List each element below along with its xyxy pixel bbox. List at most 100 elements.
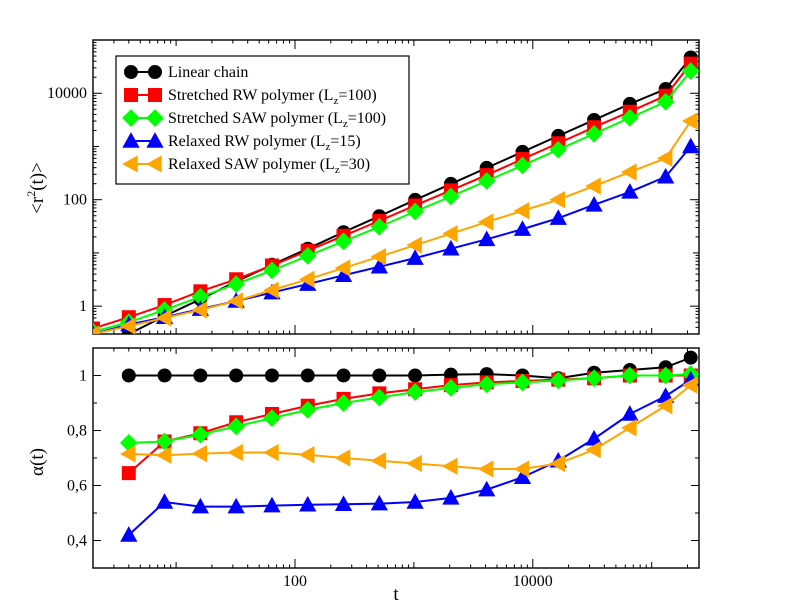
legend-marker — [124, 65, 138, 79]
top-point-4-12 — [513, 202, 530, 220]
legend-marker — [122, 109, 140, 127]
legend-label-sub: z — [325, 141, 330, 153]
xtick-label: 10000 — [513, 573, 553, 590]
bottom-point-0-7 — [372, 368, 387, 383]
bottom-point-4-13 — [585, 441, 601, 459]
top-point-2-9 — [406, 202, 424, 221]
bottom-point-4-5 — [298, 446, 315, 464]
legend-entry-2: Stretched SAW polymer (Lz=100) — [122, 109, 386, 130]
legend-label-pre: Relaxed RW polymer (L — [168, 133, 325, 150]
legend-marker — [148, 65, 162, 79]
legend-label: Stretched RW polymer (Lz=100) — [168, 87, 377, 107]
top-ylabel: <r2(t)> — [24, 162, 48, 214]
bottom-point-3-2 — [191, 497, 210, 514]
top-point-4-15 — [621, 163, 637, 181]
bottom-point-4-9 — [442, 457, 458, 475]
ylabel-sup: 2 — [24, 191, 38, 197]
legend-label: Relaxed RW polymer (Lz=15) — [168, 133, 361, 153]
bottom-point-0-6 — [336, 368, 351, 383]
legend-label-pre: Relaxed SAW polymer (L — [168, 156, 335, 173]
bottom-point-2-7 — [370, 388, 389, 407]
top-point-4-0 — [93, 325, 100, 334]
legend-label: Linear chain — [168, 64, 248, 81]
top-point-4-3 — [191, 301, 208, 319]
top-point-2-11 — [477, 172, 496, 190]
top-point-4-7 — [334, 259, 351, 277]
bottom-point-4-2 — [191, 444, 208, 463]
top-ytick-label: 10000 — [47, 85, 87, 102]
top-point-3-13 — [549, 209, 567, 225]
top-point-4-17 — [681, 112, 698, 130]
bottom-ytick-label: 0,6 — [67, 478, 87, 495]
top-point-4-6 — [298, 270, 315, 288]
top-series-2 — [93, 62, 699, 334]
bottom-panel: 0,4 0,6 0,8 1 100 10000 α(t) t — [27, 347, 700, 605]
top-point-3-8 — [370, 257, 388, 274]
legend-entry-0: Linear chain — [124, 64, 248, 81]
bottom-series-line-4 — [128, 384, 692, 470]
top-point-3-17 — [682, 137, 699, 154]
legend-label: Relaxed SAW polymer (Lz=30) — [168, 156, 370, 176]
bottom-point-2-9 — [442, 379, 460, 397]
legend-label-sub: z — [335, 164, 340, 176]
legend: Linear chain Stretched RW polymer (Lz=100… — [115, 55, 410, 185]
bottom-point-3-6 — [334, 495, 353, 511]
bottom-point-0-3 — [229, 368, 244, 383]
bottom-point-3-0 — [120, 526, 138, 542]
top-series-4 — [93, 112, 698, 334]
bottom-point-4-0 — [119, 445, 136, 463]
top-point-4-16 — [656, 149, 673, 167]
top-plot-frame — [92, 39, 700, 335]
top-point-4-10 — [442, 225, 458, 243]
bottom-point-4-14 — [621, 419, 637, 437]
top-point-2-6 — [298, 247, 317, 265]
top-point-4-1 — [119, 317, 136, 334]
legend-label: Stretched SAW polymer (Lz=100) — [168, 110, 386, 130]
legend-marker — [146, 109, 164, 127]
bottom-point-3-4 — [263, 496, 281, 513]
legend-marker — [148, 88, 162, 102]
legend-label-post: =30) — [340, 156, 370, 173]
bottom-point-2-11 — [513, 373, 532, 392]
legend-label-post: =15) — [330, 133, 360, 150]
top-point-2-12 — [513, 156, 532, 175]
top-point-3-9 — [406, 249, 424, 265]
legend-label-sub: z — [343, 118, 348, 130]
bottom-point-3-1 — [155, 493, 174, 509]
bottom-point-2-15 — [656, 366, 675, 385]
legend-marker — [122, 132, 140, 148]
bottom-point-0-0 — [121, 368, 136, 383]
legend-entry-3: Relaxed RW polymer (Lz=15) — [122, 132, 361, 153]
top-point-3-15 — [621, 183, 639, 199]
bottom-point-4-15 — [656, 397, 673, 415]
legend-marker — [146, 132, 164, 148]
top-point-2-7 — [334, 232, 353, 251]
bottom-point-2-2 — [191, 425, 210, 444]
ylabel-r: r — [27, 196, 48, 203]
legend-marker — [122, 155, 138, 173]
bottom-point-4-8 — [406, 454, 422, 473]
top-point-2-5 — [263, 261, 281, 280]
bottom-point-4-3 — [227, 443, 243, 462]
top-point-3-12 — [513, 220, 532, 236]
bottom-point-2-13 — [585, 369, 603, 388]
bottom-point-3-14 — [621, 405, 639, 421]
bottom-point-3-10 — [478, 480, 496, 497]
bottom-point-2-5 — [298, 401, 317, 419]
top-point-4-13 — [549, 191, 566, 209]
legend-label-post: =100) — [338, 87, 376, 104]
top-point-4-9 — [406, 236, 422, 254]
top-point-2-14 — [585, 124, 603, 143]
xtick-label: 100 — [283, 573, 307, 590]
bottom-series-4 — [119, 376, 698, 478]
bottom-point-2-6 — [334, 394, 353, 412]
bottom-ytick-label: 0,8 — [67, 423, 87, 440]
bottom-point-3-11 — [513, 468, 532, 484]
top-point-3-16 — [657, 167, 675, 184]
xlabel: t — [393, 584, 399, 605]
bottom-point-4-4 — [263, 443, 279, 462]
ylabel-open: < — [27, 203, 48, 214]
top-point-2-15 — [621, 109, 639, 127]
top-panel: 1 100 10000 <r2(t)> Linear chain Stretched … — [24, 39, 700, 335]
top-point-3-11 — [478, 230, 496, 247]
